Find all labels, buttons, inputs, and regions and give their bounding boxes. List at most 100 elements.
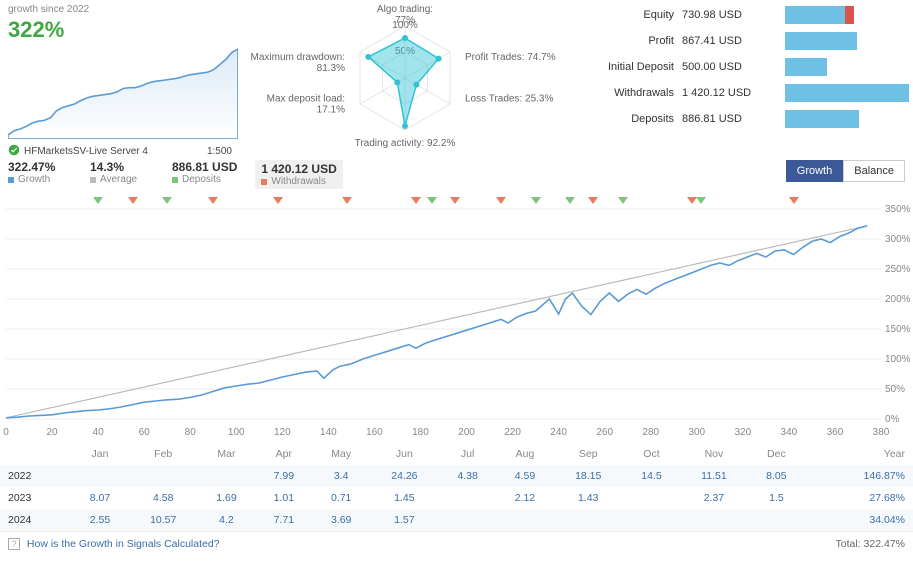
growth-chart[interactable]: 0%50%100%150%200%250%300%350%02040608010… (0, 195, 913, 443)
stats-panel: Equity 730.98 USD Profit 867.41 USD Init… (570, 0, 913, 150)
month-cell[interactable]: 2.12 (496, 487, 553, 509)
growth-help-link[interactable]: How is the Growth in Signals Calculated? (27, 538, 220, 550)
month-cell[interactable]: 1.5 (748, 487, 805, 509)
month-cell[interactable]: 2.55 (71, 509, 128, 531)
month-cell[interactable]: 8.07 (71, 487, 128, 509)
month-cell[interactable]: 4.58 (129, 487, 198, 509)
month-cell[interactable]: 7.99 (255, 465, 312, 487)
month-cell[interactable] (680, 509, 748, 531)
month-cell[interactable]: 24.26 (370, 465, 439, 487)
svg-text:380: 380 (873, 427, 890, 438)
svg-text:200: 200 (458, 427, 475, 438)
balance-toggle-button[interactable]: Balance (843, 160, 905, 182)
svg-text:100: 100 (228, 427, 245, 438)
month-cell[interactable]: 8.05 (748, 465, 805, 487)
month-cell[interactable]: 1.69 (198, 487, 255, 509)
server-name: HFMarketsSV-Live Server 4 (24, 146, 148, 157)
svg-text:81.3%: 81.3% (317, 63, 345, 74)
svg-text:Profit Trades: 74.7%: Profit Trades: 74.7% (465, 52, 556, 63)
month-cell[interactable] (623, 487, 680, 509)
deposit-marker-icon (696, 197, 706, 204)
month-cell[interactable] (439, 509, 496, 531)
svg-text:200%: 200% (885, 294, 911, 305)
month-cell[interactable]: 0.71 (312, 487, 369, 509)
svg-text:240: 240 (550, 427, 567, 438)
view-toggle: Growth Balance (786, 160, 905, 182)
svg-text:320: 320 (734, 427, 751, 438)
chart-markers (0, 195, 913, 209)
stat-row: Withdrawals 1 420.12 USD (574, 80, 909, 106)
month-cell[interactable]: 4.2 (198, 509, 255, 531)
withdrawal-marker-icon (208, 197, 218, 204)
table-header: Feb (129, 443, 198, 465)
month-cell[interactable]: 4.38 (439, 465, 496, 487)
month-cell[interactable] (439, 487, 496, 509)
stat-value: 1 420.12 USD (682, 87, 777, 99)
month-cell[interactable] (198, 465, 255, 487)
month-cell[interactable]: 1.45 (370, 487, 439, 509)
month-cell[interactable]: 11.51 (680, 465, 748, 487)
table-header: Jul (439, 443, 496, 465)
growth-toggle-button[interactable]: Growth (786, 160, 843, 182)
leverage: 1:500 (207, 146, 232, 157)
deposit-marker-icon (162, 197, 172, 204)
month-cell[interactable]: 7.71 (255, 509, 312, 531)
month-cell[interactable] (748, 509, 805, 531)
withdrawal-marker-icon (588, 197, 598, 204)
table-header (0, 443, 71, 465)
server-row: HFMarketsSV-Live Server 4 1:500 (8, 144, 232, 159)
stat-value: 500.00 USD (682, 61, 777, 73)
table-header: Oct (623, 443, 680, 465)
withdrawal-marker-icon (496, 197, 506, 204)
svg-text:300%: 300% (885, 234, 911, 245)
year-cell: 2024 (0, 509, 71, 531)
month-cell[interactable]: 3.4 (312, 465, 369, 487)
month-cell[interactable] (129, 465, 198, 487)
svg-text:0%: 0% (885, 414, 900, 425)
month-cell[interactable]: 1.01 (255, 487, 312, 509)
svg-text:280: 280 (642, 427, 659, 438)
table-row: 20227.993.424.264.384.5918.1514.511.518.… (0, 465, 913, 487)
table-header: Jun (370, 443, 439, 465)
legend-item: 322.47%Growth (8, 160, 72, 185)
table-header: Year (805, 443, 913, 465)
svg-text:17.1%: 17.1% (317, 104, 345, 115)
month-cell[interactable]: 4.59 (496, 465, 553, 487)
svg-text:250%: 250% (885, 264, 911, 275)
month-cell[interactable]: 14.5 (623, 465, 680, 487)
svg-text:0: 0 (3, 427, 9, 438)
table-header: Mar (198, 443, 255, 465)
month-cell[interactable] (496, 509, 553, 531)
withdrawal-marker-icon (273, 197, 283, 204)
month-cell[interactable]: 10.57 (129, 509, 198, 531)
table-row: 20238.074.581.691.010.711.45 2.121.43 2.37… (0, 487, 913, 509)
year-total[interactable]: 146.87% (805, 465, 913, 487)
svg-text:Trading activity: 92.2%: Trading activity: 92.2% (355, 138, 456, 149)
month-cell[interactable]: 2.37 (680, 487, 748, 509)
help-icon[interactable]: ? (8, 538, 20, 550)
total-value: 322.47% (864, 538, 905, 550)
month-cell[interactable]: 18.15 (554, 465, 623, 487)
svg-text:40: 40 (93, 427, 105, 438)
month-cell[interactable] (554, 509, 623, 531)
month-cell[interactable]: 1.43 (554, 487, 623, 509)
withdrawal-marker-icon (687, 197, 697, 204)
table-header: Sep (554, 443, 623, 465)
svg-text:77%: 77% (395, 15, 415, 26)
radar-chart: 100%50%Algo trading:77%Profit Trades: 74… (240, 0, 570, 150)
growth-sparkline (8, 43, 238, 139)
top-panel: growth since 2022 322% HFMarketsSV-Live … (0, 0, 913, 150)
deposit-marker-icon (93, 197, 103, 204)
month-cell[interactable]: 1.57 (370, 509, 439, 531)
stat-label: Deposits (574, 113, 674, 125)
month-cell[interactable] (71, 465, 128, 487)
year-cell: 2023 (0, 487, 71, 509)
svg-text:Max deposit load:: Max deposit load: (267, 93, 345, 104)
total-label: Total: 322.47% (836, 538, 905, 550)
svg-text:340: 340 (781, 427, 798, 438)
month-cell[interactable] (623, 509, 680, 531)
withdrawal-marker-icon (342, 197, 352, 204)
month-cell[interactable]: 3.69 (312, 509, 369, 531)
year-total[interactable]: 34.04% (805, 509, 913, 531)
year-total[interactable]: 27.68% (805, 487, 913, 509)
